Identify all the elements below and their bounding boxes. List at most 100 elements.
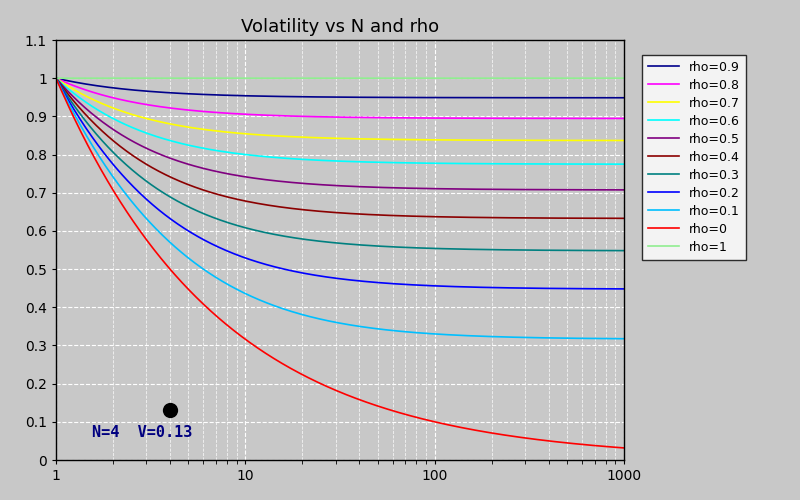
Line: rho=0.7: rho=0.7 bbox=[56, 78, 624, 140]
rho=0.7 bbox=[312, 134, 322, 140]
rho=0 bbox=[602, 444, 612, 450]
rho=0.2 bbox=[602, 286, 612, 292]
rho=0 bbox=[619, 445, 629, 451]
rho=1 bbox=[312, 75, 322, 81]
rho=0.3 bbox=[619, 248, 629, 254]
rho=0.8 bbox=[80, 86, 90, 92]
rho=0.3 bbox=[498, 247, 508, 253]
rho=0.9 bbox=[619, 95, 629, 101]
rho=0.1 bbox=[619, 336, 629, 342]
rho=1 bbox=[602, 75, 612, 81]
rho=0.1 bbox=[602, 336, 612, 342]
rho=0.3 bbox=[327, 240, 337, 246]
rho=0.4 bbox=[602, 216, 612, 222]
rho=0 bbox=[51, 75, 61, 81]
rho=0.3 bbox=[80, 117, 90, 123]
rho=0.4 bbox=[327, 210, 337, 216]
Line: rho=0.6: rho=0.6 bbox=[56, 78, 624, 164]
rho=0.1 bbox=[80, 130, 90, 136]
rho=0.4 bbox=[602, 216, 612, 222]
rho=0.5 bbox=[312, 182, 322, 188]
rho=0.6 bbox=[51, 75, 61, 81]
rho=0.2 bbox=[80, 124, 90, 130]
rho=0.9 bbox=[312, 94, 322, 100]
rho=0.8 bbox=[498, 116, 508, 121]
rho=0.7 bbox=[327, 135, 337, 141]
rho=0.5 bbox=[327, 182, 337, 188]
rho=0.9 bbox=[327, 94, 337, 100]
rho=0.7 bbox=[602, 138, 612, 143]
rho=0.4 bbox=[619, 216, 629, 222]
rho=0.7 bbox=[498, 138, 508, 143]
rho=0.2 bbox=[498, 285, 508, 291]
rho=0.3 bbox=[51, 75, 61, 81]
rho=0.3 bbox=[602, 248, 612, 254]
rho=0.8 bbox=[619, 116, 629, 121]
rho=0.5 bbox=[602, 187, 612, 193]
rho=0.7 bbox=[80, 92, 90, 98]
rho=0.2 bbox=[312, 272, 322, 278]
Line: rho=0.2: rho=0.2 bbox=[56, 78, 624, 289]
rho=0.8 bbox=[602, 116, 612, 121]
rho=0.5 bbox=[51, 75, 61, 81]
rho=1 bbox=[80, 75, 90, 81]
rho=0.8 bbox=[602, 116, 612, 121]
rho=0.8 bbox=[327, 114, 337, 120]
Line: rho=0.4: rho=0.4 bbox=[56, 78, 624, 218]
rho=1 bbox=[327, 75, 337, 81]
rho=0.1 bbox=[602, 336, 612, 342]
rho=0.4 bbox=[51, 75, 61, 81]
rho=1 bbox=[602, 75, 612, 81]
rho=0.8 bbox=[312, 114, 322, 119]
rho=0.5 bbox=[80, 104, 90, 110]
rho=0.8 bbox=[51, 75, 61, 81]
rho=0.1 bbox=[498, 334, 508, 340]
rho=0.1 bbox=[327, 318, 337, 324]
Line: rho=0.8: rho=0.8 bbox=[56, 78, 624, 118]
rho=0 bbox=[602, 444, 612, 450]
rho=0.3 bbox=[312, 238, 322, 244]
rho=0.9 bbox=[498, 94, 508, 100]
rho=0.2 bbox=[327, 275, 337, 281]
rho=0.6 bbox=[80, 98, 90, 104]
rho=0.2 bbox=[619, 286, 629, 292]
Text: N=4  V=0.13: N=4 V=0.13 bbox=[92, 425, 193, 440]
rho=0.1 bbox=[51, 75, 61, 81]
rho=1 bbox=[619, 75, 629, 81]
rho=0.9 bbox=[51, 75, 61, 81]
rho=0.5 bbox=[602, 187, 612, 193]
rho=0.4 bbox=[312, 208, 322, 214]
rho=1 bbox=[498, 75, 508, 81]
Line: rho=0.3: rho=0.3 bbox=[56, 78, 624, 250]
rho=0.6 bbox=[327, 158, 337, 164]
rho=0.7 bbox=[619, 138, 629, 143]
rho=0 bbox=[327, 386, 337, 392]
Line: rho=0: rho=0 bbox=[56, 78, 624, 448]
rho=0.4 bbox=[498, 214, 508, 220]
Legend: rho=0.9, rho=0.8, rho=0.7, rho=0.6, rho=0.5, rho=0.4, rho=0.3, rho=0.2, rho=0.1,: rho=0.9, rho=0.8, rho=0.7, rho=0.6, rho=… bbox=[642, 54, 746, 260]
rho=0 bbox=[80, 137, 90, 143]
rho=0.9 bbox=[602, 95, 612, 101]
rho=0.2 bbox=[602, 286, 612, 292]
rho=1 bbox=[51, 75, 61, 81]
rho=0.1 bbox=[312, 316, 322, 322]
rho=0 bbox=[312, 379, 322, 385]
Line: rho=0.1: rho=0.1 bbox=[56, 78, 624, 338]
rho=0.6 bbox=[498, 161, 508, 167]
rho=0.7 bbox=[51, 75, 61, 81]
Line: rho=0.9: rho=0.9 bbox=[56, 78, 624, 98]
rho=0.6 bbox=[602, 161, 612, 167]
rho=0.6 bbox=[602, 161, 612, 167]
rho=0.5 bbox=[619, 187, 629, 193]
rho=0.5 bbox=[498, 186, 508, 192]
rho=0 bbox=[498, 432, 508, 438]
Title: Volatility vs N and rho: Volatility vs N and rho bbox=[241, 18, 439, 36]
rho=0.6 bbox=[619, 161, 629, 167]
rho=0.3 bbox=[602, 248, 612, 254]
rho=0.4 bbox=[80, 111, 90, 117]
Line: rho=0.5: rho=0.5 bbox=[56, 78, 624, 190]
rho=0.9 bbox=[602, 95, 612, 101]
rho=0.9 bbox=[80, 81, 90, 87]
rho=0.6 bbox=[312, 157, 322, 163]
rho=0.7 bbox=[602, 138, 612, 143]
